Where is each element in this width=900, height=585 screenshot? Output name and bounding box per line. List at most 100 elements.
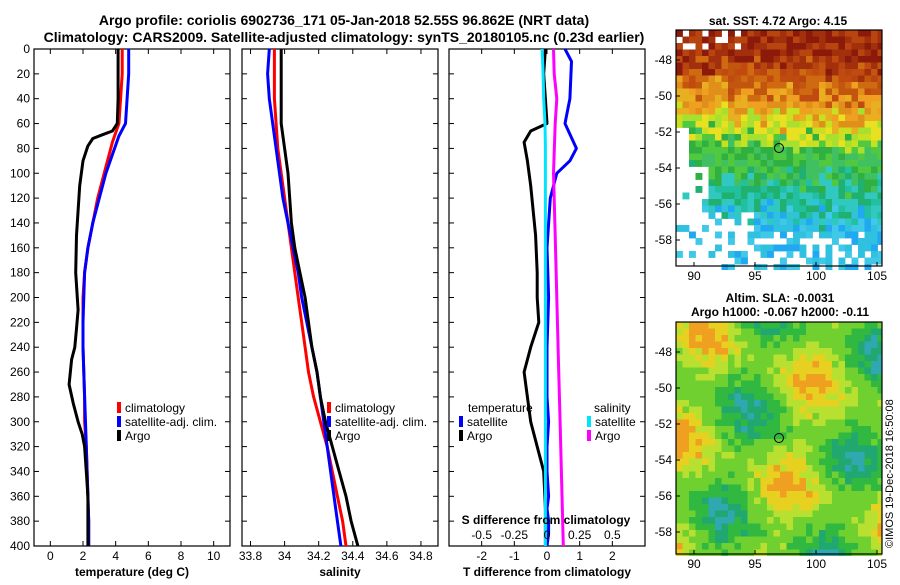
map-cell <box>838 471 846 479</box>
map-cell <box>838 510 846 518</box>
map-cell <box>858 75 865 83</box>
map-cell <box>864 484 872 492</box>
map-cell <box>871 108 878 115</box>
map-cell <box>715 419 722 427</box>
map-cell <box>767 400 774 407</box>
map-cell <box>799 380 807 388</box>
map-cell <box>786 153 794 161</box>
map-cell <box>858 238 865 245</box>
map-cell <box>819 225 826 232</box>
map-cell <box>793 205 800 213</box>
map-cell <box>721 82 729 89</box>
map-cell <box>806 445 813 453</box>
map-cell <box>773 36 781 44</box>
legend-label-s-satellite: satellite <box>595 415 636 429</box>
map-cell <box>741 88 748 96</box>
map-cell <box>695 374 703 381</box>
map-cell <box>676 523 683 531</box>
map-cell <box>825 121 833 128</box>
map-cell <box>695 478 703 485</box>
map-cell <box>689 510 696 518</box>
map-cell <box>877 530 882 537</box>
map-y-tick-label: -48 <box>655 53 673 67</box>
map-cell <box>728 173 735 180</box>
map-cell <box>708 523 716 531</box>
map-cell <box>799 406 807 414</box>
map-cell <box>851 465 859 472</box>
map-cell <box>708 367 716 375</box>
map-cell <box>682 393 690 401</box>
map-cell <box>786 205 794 213</box>
map-cell <box>734 36 742 44</box>
map-cell <box>864 95 872 102</box>
map-cell <box>864 322 872 329</box>
map-cell <box>793 400 800 407</box>
map-cell <box>786 179 794 187</box>
map-cell <box>786 36 794 44</box>
map-cell <box>819 348 826 355</box>
map-cell <box>851 367 859 375</box>
map-cell <box>747 419 755 427</box>
map-cell <box>773 530 781 537</box>
map-cell <box>845 251 852 258</box>
map-cell <box>741 478 748 485</box>
map-cell <box>845 88 852 96</box>
map-cell <box>780 361 787 368</box>
map-cell <box>767 523 774 531</box>
map-cell <box>715 367 722 375</box>
map-cell <box>754 212 761 219</box>
map-cell <box>780 101 787 109</box>
map-cell <box>760 341 768 349</box>
map-cell <box>780 127 787 135</box>
map-cell <box>806 134 813 141</box>
map-cell <box>871 95 878 102</box>
map-cell <box>773 419 781 427</box>
map-cell <box>845 458 852 466</box>
map-x-tick-label: 90 <box>687 269 701 283</box>
map-cell <box>682 484 690 492</box>
map-cell <box>767 452 774 459</box>
map-cell <box>858 218 865 226</box>
map-cell <box>767 419 774 427</box>
map-cell <box>676 82 683 89</box>
series-group <box>522 49 578 546</box>
map-cell <box>689 426 696 433</box>
map-cell <box>682 225 690 232</box>
map-cell <box>741 179 748 187</box>
map-cell <box>760 374 768 381</box>
map-cell <box>734 361 742 368</box>
map-cell <box>845 43 852 50</box>
map-cell <box>760 510 768 518</box>
map-cell <box>747 166 755 174</box>
map-cell <box>812 367 820 375</box>
map-cell <box>877 510 882 518</box>
map-cell <box>682 95 690 102</box>
map-x-tick-label: 105 <box>867 557 887 571</box>
map-cell <box>858 101 865 109</box>
map-cell <box>747 497 755 505</box>
map-cell <box>734 497 742 505</box>
map-cell <box>715 484 722 492</box>
map-cell <box>786 238 794 245</box>
map-cell <box>877 354 882 362</box>
map-cell <box>715 471 722 479</box>
map-cell <box>780 328 787 336</box>
map-cell <box>728 510 735 518</box>
map-cell <box>773 147 781 154</box>
map-cell <box>773 413 781 420</box>
map-cell <box>799 173 807 180</box>
map-cell <box>747 30 755 37</box>
map-cell <box>825 95 833 102</box>
map-cell <box>793 114 800 122</box>
map-cell <box>838 30 846 37</box>
map-cell <box>819 439 826 446</box>
map-cell <box>754 43 761 50</box>
map-cell <box>871 504 878 511</box>
map-cell <box>832 199 839 206</box>
map-cell <box>786 432 794 440</box>
map-cell <box>871 173 878 180</box>
map-cell <box>721 491 729 498</box>
map-cell <box>864 341 872 349</box>
map-cell <box>851 140 859 148</box>
map-cell <box>708 400 716 407</box>
